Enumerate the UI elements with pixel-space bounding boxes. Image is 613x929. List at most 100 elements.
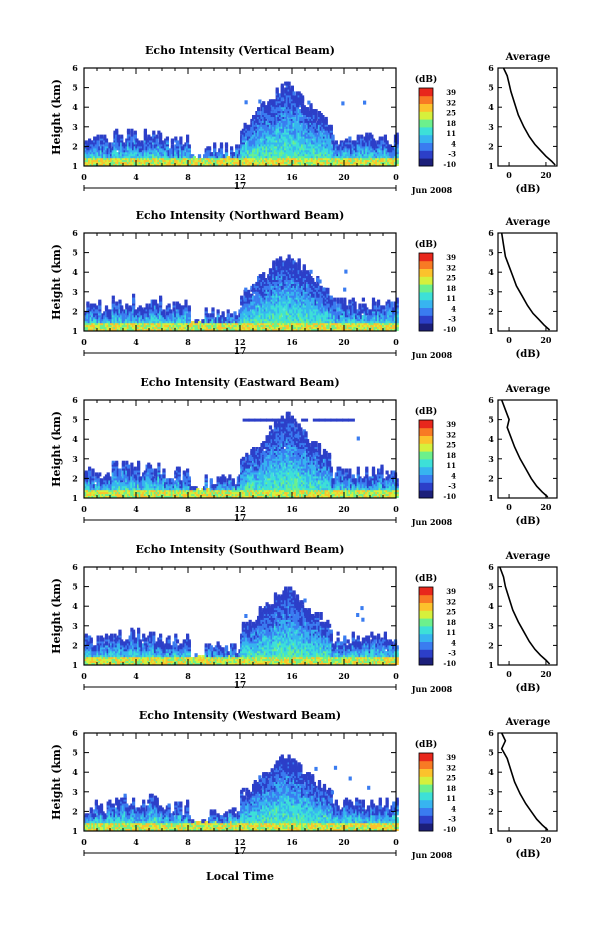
heatmap-cell [241, 152, 245, 157]
heatmap-cell [104, 305, 109, 310]
colorbar-frame [418, 87, 434, 167]
heatmap-cell [123, 152, 127, 157]
y-tick-label: 1 [72, 161, 78, 171]
heatmap-cell [343, 140, 347, 145]
heatmap-cell [111, 142, 115, 147]
heatmap-cell [120, 152, 124, 157]
heatmap-cell [317, 130, 322, 135]
heatmap-cell [294, 262, 298, 267]
heatmap-cell [165, 311, 169, 316]
heatmap-cell [91, 140, 95, 145]
heatmap-cell [113, 130, 117, 135]
heatmap-cell [206, 146, 210, 151]
heatmap-cell [126, 317, 131, 322]
heatmap-cell [159, 307, 163, 312]
heatmap-cell [262, 140, 266, 145]
heatmap-cell [250, 122, 254, 127]
heatmap-cell [333, 152, 337, 157]
heatmap-cell [284, 122, 288, 127]
heatmap-cell [268, 115, 273, 119]
heatmap-cell [290, 107, 294, 112]
heatmap-cell [101, 146, 105, 151]
heatmap-cell [339, 140, 343, 145]
heatmap-cell [280, 122, 284, 127]
heatmap-cell [206, 313, 210, 318]
heatmap-cell [339, 146, 343, 151]
heatmap-cell [358, 140, 362, 145]
heatmap-cell [123, 309, 127, 314]
heatmap-cell [312, 109, 316, 114]
avg-x-label: (dB) [516, 184, 541, 195]
heatmap-cell [273, 109, 278, 114]
colorbar-swatch [419, 134, 433, 143]
heatmap-cell [284, 142, 288, 147]
heatmap-cell [317, 136, 322, 141]
heatmap-cell [353, 140, 357, 145]
heatmap-cell [157, 315, 161, 320]
heatmap-cell [115, 317, 119, 322]
heatmap-cell [383, 134, 387, 139]
heatmap-cell [211, 307, 215, 312]
heatmap-cell [159, 132, 163, 137]
heatmap-cell [297, 258, 301, 263]
heatmap-cell [138, 142, 142, 147]
heatmap-cell [307, 111, 311, 115]
heatmap-cell [314, 142, 318, 147]
heatmap-cell [128, 315, 132, 320]
heatmap-cell [390, 146, 394, 151]
heatmap-cell [297, 124, 301, 129]
heatmap-cell [265, 150, 269, 155]
heatmap-cell [111, 152, 115, 157]
heatmap-cell [103, 134, 107, 139]
heatmap-cell [120, 134, 124, 139]
heatmap-cell [253, 115, 257, 119]
heatmap-cell [360, 134, 364, 139]
heatmap-cell [287, 85, 291, 90]
heatmap-cell [164, 144, 168, 149]
heatmap-cell [130, 128, 134, 133]
heatmap-cell [326, 138, 330, 143]
heatmap-cell [260, 130, 264, 135]
colorbar-tick-label: 32 [446, 98, 456, 107]
y-tick-label: 5 [72, 83, 78, 93]
heatmap-cell [297, 115, 301, 119]
heatmap-cell [155, 303, 159, 308]
heatmap-cell [135, 309, 139, 314]
heatmap-cell [302, 264, 306, 269]
heatmap-cell [284, 99, 288, 104]
heatmap-cell [302, 105, 306, 110]
heatmap-cell [260, 103, 264, 108]
heatmap-cell [253, 136, 257, 141]
average-frame [497, 67, 558, 167]
heatmap-cell [162, 309, 166, 314]
heatmap-cell [181, 311, 185, 316]
heatmap-cell [309, 138, 313, 143]
heatmap-cell [392, 152, 396, 157]
heatmap-cell [360, 144, 364, 149]
heatmap-cell [294, 122, 298, 127]
heatmap-cell [265, 113, 269, 117]
heatmap-cell [243, 122, 247, 127]
heatmap-cell [311, 113, 315, 117]
heatmap-cell [289, 138, 293, 143]
heatmap-cell [204, 148, 208, 153]
heatmap-cell [301, 116, 305, 121]
colorbar-swatch [419, 111, 433, 120]
heatmap-cell [336, 146, 340, 151]
colorbar-tick-label: 11 [446, 129, 456, 138]
heatmap-cell [106, 148, 110, 153]
heatmap-cell [121, 142, 125, 147]
average-title: Average [505, 52, 551, 63]
heatmap-cell [138, 317, 142, 322]
heatmap-cell [189, 323, 193, 328]
x-tick-label: 0 [393, 172, 399, 182]
heatmap-cell [240, 134, 244, 139]
heatmap-cell [289, 97, 293, 102]
heatmap-cell [160, 311, 164, 316]
colorbar-swatch [419, 88, 433, 97]
heatmap-cell [128, 136, 132, 141]
heatmap-cell [366, 136, 371, 141]
heatmap-cell [297, 118, 301, 123]
heatmap-cell [370, 134, 374, 139]
heatmap-cell [132, 142, 136, 147]
